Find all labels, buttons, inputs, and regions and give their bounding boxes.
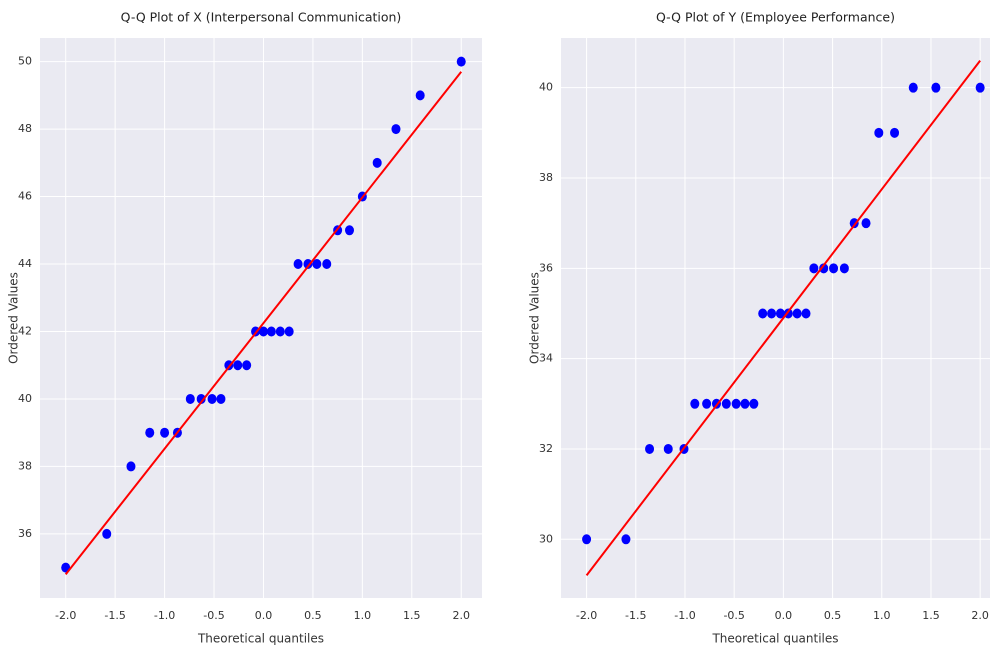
x-tick-label: -0.5 — [723, 609, 744, 622]
data-point — [258, 326, 268, 337]
data-point — [415, 90, 425, 101]
chart-title: Q-Q Plot of Y (Employee Performance) — [656, 10, 895, 25]
y-tick-label: 50 — [18, 55, 32, 68]
x-tick-label: -2.0 — [576, 609, 597, 622]
data-point — [801, 308, 811, 319]
data-point — [322, 259, 332, 270]
data-point — [874, 127, 884, 138]
data-point — [721, 398, 731, 409]
data-point — [975, 82, 985, 93]
data-point — [102, 528, 112, 539]
x-tick-label: -1.5 — [104, 609, 125, 622]
data-point — [293, 259, 303, 270]
data-point — [819, 263, 829, 274]
data-point — [242, 360, 252, 371]
x-tick-label: 0.0 — [255, 609, 273, 622]
data-point — [758, 308, 768, 319]
data-point — [582, 534, 592, 545]
data-point — [284, 326, 294, 337]
x-tick-label: 1.0 — [354, 609, 372, 622]
data-point — [645, 443, 655, 454]
plot-area — [561, 38, 990, 598]
data-point — [690, 398, 700, 409]
data-point — [312, 259, 322, 270]
x-tick-label: 1.5 — [922, 609, 940, 622]
data-point — [391, 124, 401, 135]
y-tick-label: 46 — [18, 190, 32, 203]
data-point — [861, 218, 871, 229]
data-point — [829, 263, 839, 274]
y-tick-label: 44 — [18, 257, 32, 270]
data-point — [207, 393, 217, 404]
data-point — [621, 534, 631, 545]
y-tick-label: 36 — [539, 261, 553, 274]
y-tick-label: 38 — [18, 459, 32, 472]
x-tick-label: 0.5 — [824, 609, 842, 622]
data-point — [266, 326, 276, 337]
data-point — [233, 360, 243, 371]
y-tick-label: 42 — [18, 324, 32, 337]
y-tick-label: 30 — [539, 532, 553, 545]
y-tick-label: 34 — [539, 352, 553, 365]
data-point — [145, 427, 155, 438]
data-point — [809, 263, 819, 274]
data-point — [740, 398, 750, 409]
data-point — [216, 393, 226, 404]
y-tick-label: 36 — [18, 527, 32, 540]
data-point — [731, 398, 741, 409]
data-point — [775, 308, 785, 319]
chart-title: Q-Q Plot of X (Interpersonal Communicati… — [121, 10, 402, 25]
x-tick-label: -2.0 — [55, 609, 76, 622]
y-tick-label: 32 — [539, 442, 553, 455]
x-tick-label: 0.5 — [304, 609, 322, 622]
data-point — [890, 127, 900, 138]
plot-area — [40, 38, 482, 598]
data-point — [849, 218, 859, 229]
data-point — [196, 393, 206, 404]
y-tick-label: 40 — [539, 81, 553, 94]
x-tick-label: -0.5 — [203, 609, 224, 622]
data-point — [126, 461, 136, 472]
data-point — [792, 308, 802, 319]
data-point — [456, 56, 466, 67]
y-tick-label: 38 — [539, 171, 553, 184]
data-point — [908, 82, 918, 93]
x-axis-label: Theoretical quantiles — [711, 632, 838, 646]
data-point — [185, 393, 195, 404]
fit-line — [585, 59, 981, 577]
data-point — [767, 308, 777, 319]
x-tick-label: 0.0 — [775, 609, 793, 622]
y-tick-label: 40 — [18, 392, 32, 405]
y-axis-label: Ordered Values — [7, 272, 21, 364]
x-tick-label: 1.5 — [403, 609, 421, 622]
y-tick-label: 48 — [18, 122, 32, 135]
x-tick-label: -1.5 — [625, 609, 646, 622]
data-point — [344, 225, 354, 236]
data-point — [160, 427, 170, 438]
x-tick-label: 2.0 — [452, 609, 470, 622]
x-tick-label: -1.0 — [674, 609, 695, 622]
y-axis-label: Ordered Values — [528, 272, 542, 364]
data-point — [931, 82, 941, 93]
data-point — [663, 443, 673, 454]
data-point — [372, 157, 382, 168]
x-tick-label: 1.0 — [873, 609, 891, 622]
data-point — [839, 263, 849, 274]
x-tick-label: 2.0 — [971, 609, 989, 622]
fit-line — [64, 71, 463, 576]
data-point — [275, 326, 285, 337]
x-tick-label: -1.0 — [154, 609, 175, 622]
data-point — [749, 398, 759, 409]
data-point — [702, 398, 712, 409]
x-axis-label: Theoretical quantiles — [197, 632, 324, 646]
data-point — [303, 259, 313, 270]
